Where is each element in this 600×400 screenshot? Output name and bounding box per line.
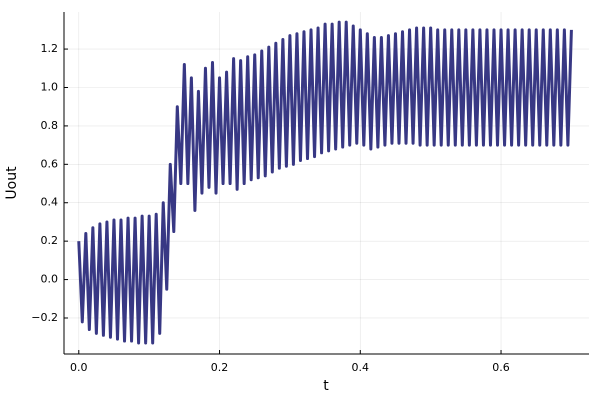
x-tick-label: 0.6 bbox=[492, 361, 510, 374]
x-tick-label: 0.2 bbox=[211, 361, 229, 374]
y-tick-label: 1.2 bbox=[41, 42, 59, 55]
y-tick-label: 0.0 bbox=[41, 273, 59, 286]
y-tick-label: 0.2 bbox=[41, 234, 59, 247]
y-tick-label: 0.4 bbox=[41, 196, 59, 209]
x-tick-label: 0.4 bbox=[352, 361, 370, 374]
y-axis-title: Uout bbox=[4, 166, 20, 200]
y-tick-label: −0.2 bbox=[31, 311, 58, 324]
y-tick-label: 0.6 bbox=[41, 157, 59, 170]
x-axis-title: t bbox=[323, 378, 329, 394]
line-series bbox=[77, 20, 573, 345]
x-tick-label: 0.0 bbox=[70, 361, 88, 374]
y-tick-label: 1.0 bbox=[41, 80, 59, 93]
y-tick-label: 0.8 bbox=[41, 119, 59, 132]
